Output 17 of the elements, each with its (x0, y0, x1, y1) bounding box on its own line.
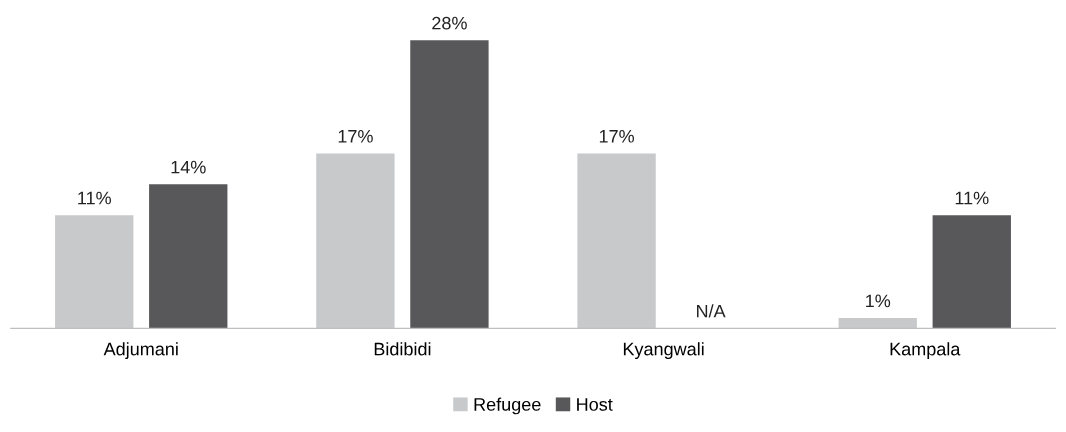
bar (932, 215, 1011, 329)
data-label: 11% (955, 191, 989, 205)
x-tick-label: Bidibidi (374, 342, 431, 356)
data-label: 14% (171, 160, 206, 174)
data-label: 17% (599, 129, 634, 143)
x-tick-label: Kyangwali (623, 342, 704, 360)
bar (149, 184, 228, 329)
data-label: 28% (432, 16, 467, 30)
data-label: 11% (78, 191, 111, 205)
data-label: 1% (866, 294, 891, 308)
text: N/A (697, 304, 726, 318)
x-tick-label: Kampala (890, 342, 961, 360)
x-tick-label: Adjumani (103, 342, 178, 360)
data-label: 17% (338, 129, 373, 143)
legend-label: Host (577, 398, 613, 411)
bar (410, 40, 489, 329)
legend-label: Refugee (474, 397, 541, 415)
